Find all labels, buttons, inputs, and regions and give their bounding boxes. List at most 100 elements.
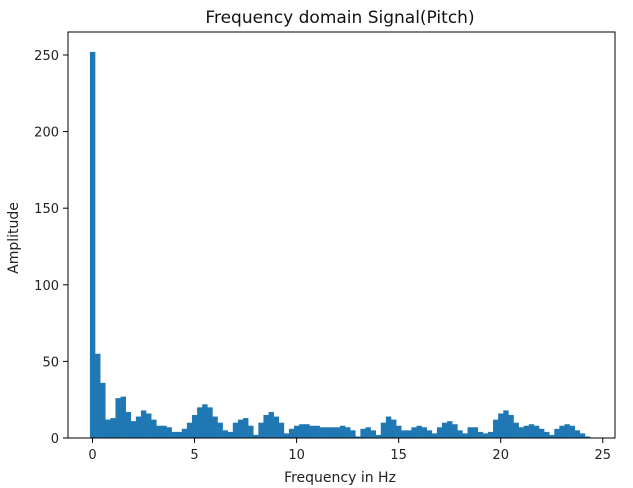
histogram-bar <box>339 425 346 438</box>
histogram-bar <box>462 433 468 438</box>
y-tick-label: 50 <box>42 355 59 370</box>
y-tick-label: 150 <box>34 202 59 217</box>
histogram-bar <box>171 431 177 438</box>
histogram-bar <box>329 427 336 438</box>
histogram-bar <box>100 382 106 438</box>
histogram-bar <box>544 431 550 438</box>
histogram-bar <box>564 424 570 438</box>
histogram-bar <box>186 422 193 438</box>
histogram-bar <box>396 425 402 438</box>
histogram-bar <box>197 407 203 438</box>
x-tick-label: 25 <box>594 448 611 463</box>
histogram-bar <box>105 419 111 438</box>
histogram-bar <box>493 419 499 438</box>
histogram-bar <box>248 425 254 438</box>
histogram-bar <box>472 427 479 438</box>
histogram-bar <box>513 422 519 438</box>
x-tick-label: 10 <box>288 448 305 463</box>
histogram-bar <box>442 422 448 438</box>
histogram-bar <box>299 424 305 438</box>
histogram-bar <box>181 428 188 438</box>
histogram-bar <box>207 407 213 438</box>
histogram-bar <box>416 425 422 438</box>
histogram-bar <box>191 415 198 438</box>
histogram-bar <box>411 427 417 438</box>
y-tick-label: 100 <box>34 279 59 294</box>
histogram-bar <box>518 427 524 438</box>
histogram-bar <box>222 430 229 438</box>
histogram-bar <box>278 422 285 438</box>
histogram-bar <box>161 425 167 438</box>
histogram-bar <box>355 436 361 438</box>
histogram-bar <box>309 425 315 438</box>
x-tick-label: 0 <box>88 448 96 463</box>
histogram-bar <box>549 434 555 438</box>
histogram-bar <box>559 425 565 438</box>
chart-title: Frequency domain Signal(Pitch) <box>205 8 474 28</box>
x-axis-ticks: 0 5 10 15 20 25 <box>88 438 611 463</box>
histogram-bar <box>243 418 249 438</box>
histogram-bar <box>421 427 428 438</box>
x-tick-label: 5 <box>190 448 198 463</box>
y-axis-ticks: 0 50 100 150 200 250 <box>34 49 68 447</box>
histogram-bar <box>166 427 172 438</box>
y-tick-label: 0 <box>51 432 59 447</box>
histogram-bar <box>457 430 463 438</box>
histogram-bar <box>584 436 591 438</box>
histogram-bar <box>125 411 132 438</box>
histogram-bar <box>146 413 152 438</box>
histogram-bar <box>391 419 397 438</box>
x-tick-label: 15 <box>390 448 407 463</box>
histogram-bar <box>156 425 162 438</box>
histogram-bar <box>498 413 504 438</box>
histogram-bar <box>110 418 116 438</box>
histogram-bar <box>345 427 351 438</box>
histogram-bar <box>436 427 443 438</box>
histogram-bar <box>431 433 438 438</box>
histogram-bar <box>202 404 208 438</box>
histogram-bar <box>375 434 382 438</box>
histogram-bar <box>294 425 300 438</box>
histogram-bar <box>401 430 407 438</box>
histogram-bar <box>360 428 366 438</box>
histogram-bar <box>385 416 392 438</box>
histogram-bar <box>482 433 489 438</box>
histogram-bar <box>324 427 331 438</box>
histogram-bar <box>380 422 387 438</box>
histogram-bar <box>268 411 274 438</box>
histogram-bar <box>95 353 101 438</box>
histogram-bar <box>253 434 259 438</box>
histogram-bar <box>89 51 96 439</box>
histogram-bar <box>135 416 142 438</box>
histogram-bar <box>130 421 137 438</box>
histogram-bar <box>283 433 290 438</box>
histogram-bar <box>288 428 295 438</box>
histogram-bar <box>304 424 310 438</box>
histogram-bar <box>477 431 484 438</box>
histogram-bar <box>140 410 147 438</box>
histogram-bar <box>176 431 183 438</box>
histogram-bar <box>554 428 560 438</box>
histogram-bar <box>447 421 453 438</box>
histogram-bar <box>569 425 575 438</box>
y-tick-label: 200 <box>34 126 59 141</box>
histogram-bar <box>487 431 494 438</box>
histogram-bar <box>523 425 530 438</box>
plot-frame <box>67 31 616 439</box>
histogram-bar <box>426 430 433 438</box>
bars-group <box>89 51 591 439</box>
histogram-bar <box>212 416 218 438</box>
x-axis-label: Frequency in Hz <box>284 470 396 486</box>
histogram-bar <box>232 422 239 438</box>
x-tick-label: 20 <box>492 448 509 463</box>
histogram-bar <box>273 416 280 438</box>
histogram-bar <box>370 430 376 438</box>
y-axis-label: Amplitude <box>6 202 22 274</box>
histogram-bar <box>263 415 269 438</box>
histogram-bar <box>350 430 356 438</box>
histogram-bar <box>467 427 473 438</box>
histogram-bar <box>508 415 514 438</box>
histogram-bar <box>319 427 325 438</box>
histogram-bar <box>579 433 586 438</box>
